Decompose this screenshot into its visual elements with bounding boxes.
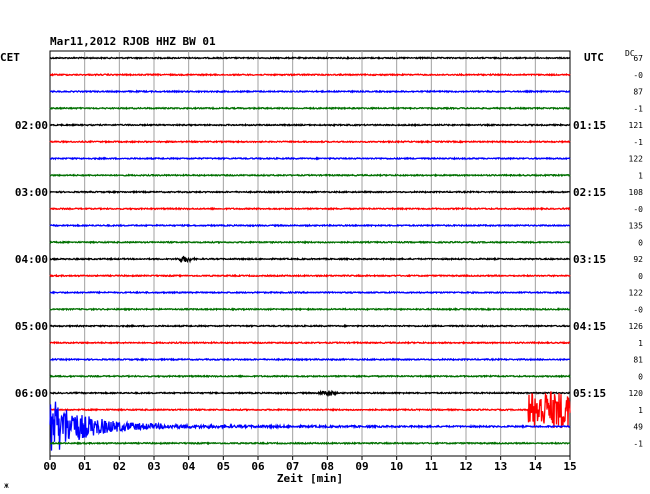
x-tick-label: 01	[78, 460, 92, 473]
dc-offset-value: 0	[638, 272, 643, 281]
trace-row-1	[49, 72, 571, 77]
dc-offset-value: 92	[633, 255, 643, 264]
dc-offset-value: 120	[629, 389, 644, 398]
x-tick-label: 07	[286, 460, 299, 473]
dc-offset-value: 0	[638, 372, 643, 381]
x-tick-label: 08	[321, 460, 334, 473]
cet-time-label: 03:00	[15, 186, 48, 199]
dc-offset-value: 1	[638, 171, 643, 180]
trace-row-11	[49, 240, 571, 245]
corner-mark: ж	[4, 481, 9, 490]
trace-row-10	[49, 223, 571, 228]
x-tick-label: 09	[355, 460, 368, 473]
dc-header-label: DC	[625, 49, 635, 58]
x-tick-label: 04	[182, 460, 196, 473]
plot-frame	[49, 50, 571, 457]
trace-row-22	[49, 401, 571, 451]
trace-row-21	[49, 391, 571, 429]
trace-row-14	[49, 290, 571, 295]
dc-offset-value: -0	[633, 71, 643, 80]
x-tick-label: 12	[459, 460, 472, 473]
dc-offset-value: 122	[629, 155, 644, 164]
trace-row-8	[49, 189, 571, 195]
dc-offset-value: -1	[633, 138, 643, 147]
utc-time-label: 04:15	[573, 320, 606, 333]
dc-offset-value: 1	[638, 406, 643, 415]
x-tick-label: 02	[113, 460, 126, 473]
trace-row-7	[49, 173, 571, 178]
utc-time-label: 02:15	[573, 186, 606, 199]
x-axis-ticks: 00 01 02 03 04 05 06 07 08 09 10 11 12 13 14 15	[43, 456, 577, 473]
dc-offset-value: 81	[633, 356, 643, 365]
trace-row-23	[49, 441, 571, 446]
dc-offset-value: 87	[633, 88, 643, 97]
dc-offset-value: 108	[629, 188, 644, 197]
trace-row-18	[49, 357, 571, 362]
trace-row-5	[49, 139, 571, 144]
dc-offset-labels: 67 -0 87 -1 121 -1 122 1 108 -0 135 0 92 0 122 -0 126 1 81…	[629, 54, 644, 448]
cet-time-label: 04:00	[15, 253, 48, 266]
dc-offset-value: 1	[638, 339, 643, 348]
utc-time-label: 05:15	[573, 387, 606, 400]
trace-row-13	[49, 273, 571, 278]
cet-time-label: 05:00	[15, 320, 48, 333]
dc-offset-value: 67	[633, 54, 643, 63]
trace-row-12	[49, 255, 571, 264]
cet-time-label: 06:00	[15, 387, 48, 400]
dc-offset-value: -1	[633, 439, 643, 448]
chart-title: Mar11,2012 RJOB HHZ BW 01	[50, 35, 216, 48]
x-tick-label: 15	[563, 460, 576, 473]
trace-row-19	[49, 374, 571, 379]
trace-row-9	[49, 206, 571, 211]
trace-row-0	[49, 55, 571, 61]
dc-offset-value: -1	[633, 104, 643, 113]
dc-offset-value: 122	[629, 289, 644, 298]
trace-row-4	[49, 122, 571, 128]
x-tick-label: 11	[425, 460, 439, 473]
dc-offset-value: 135	[629, 222, 644, 231]
x-tick-label: 03	[147, 460, 160, 473]
trace-row-20	[49, 389, 571, 397]
x-tick-label: 13	[494, 460, 507, 473]
x-tick-label: 05	[217, 460, 230, 473]
x-tick-label: 06	[251, 460, 265, 473]
dc-offset-value: 0	[638, 238, 643, 247]
utc-hour-labels: 01:15 02:15 03:15 04:15 05:15	[573, 119, 606, 400]
utc-time-label: 03:15	[573, 253, 606, 266]
dc-offset-value: -0	[633, 205, 643, 214]
trace-row-3	[49, 106, 571, 111]
cet-time-label: 02:00	[15, 119, 48, 132]
right-timezone-label: UTC	[584, 51, 604, 64]
trace-row-6	[49, 156, 571, 161]
dc-offset-value: -0	[633, 305, 643, 314]
utc-time-label: 01:15	[573, 119, 606, 132]
x-tick-label: 00	[43, 460, 56, 473]
seismic-traces	[49, 55, 571, 451]
minute-gridlines	[84, 51, 536, 456]
dc-offset-value: 49	[633, 423, 643, 432]
left-timezone-label: CET	[0, 51, 20, 64]
x-axis-label: Zeit [min]	[277, 472, 343, 485]
x-tick-label: 14	[529, 460, 543, 473]
trace-row-17	[49, 340, 571, 345]
dc-offset-value: 121	[629, 121, 644, 130]
dc-offset-value: 126	[629, 322, 644, 331]
trace-row-15	[49, 307, 571, 312]
x-tick-label: 10	[390, 460, 403, 473]
trace-row-16	[49, 323, 571, 329]
trace-row-2	[49, 89, 570, 94]
cet-hour-labels: 02:00 03:00 04:00 05:00 06:00	[15, 119, 48, 400]
